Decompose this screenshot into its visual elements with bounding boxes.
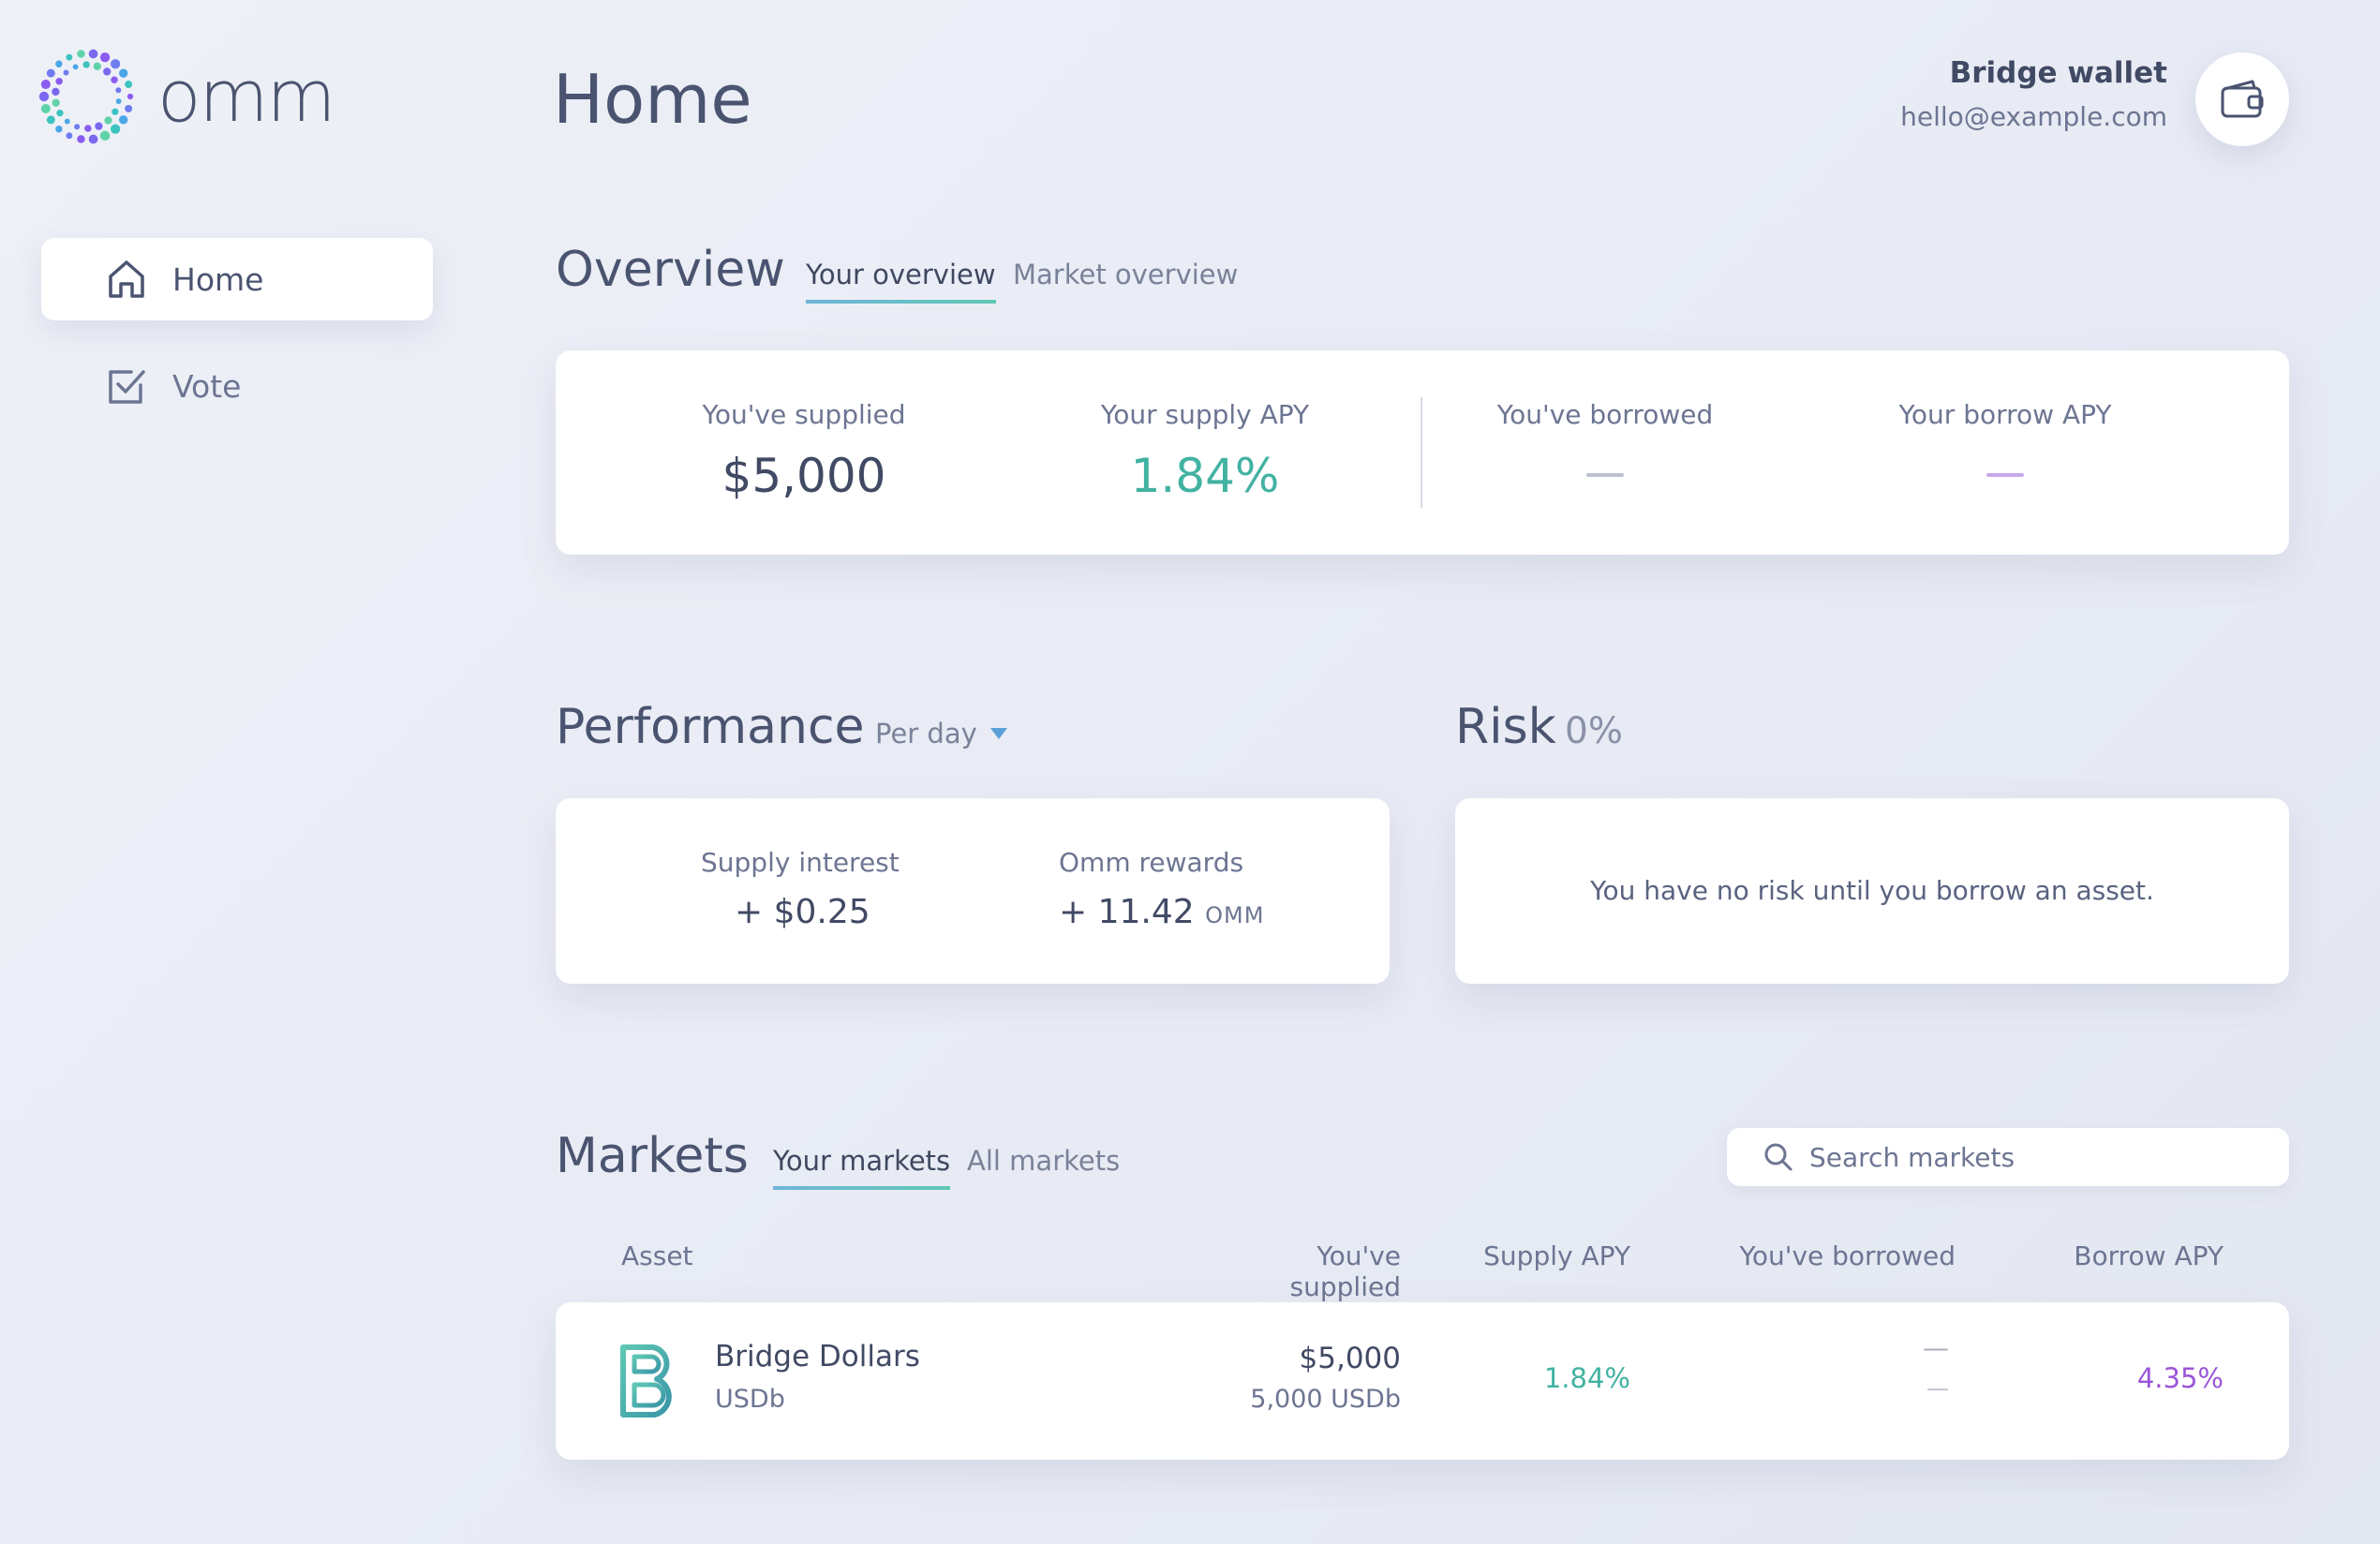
overview-card: You've supplied $5,000 Your supply APY 1… [556,350,2289,555]
borrowed-empty-dash [1586,473,1624,477]
stat-borrow-apy: Your borrow APY [1860,399,2150,481]
borrow-apy-empty-dash [1986,473,2024,477]
borrow-apy: 4.35% [2136,1362,2224,1394]
rewards-unit: OMM [1205,902,1265,928]
stat-supplied: You've supplied $5,000 [659,399,949,503]
wallet-button[interactable] [2195,52,2289,146]
omm-rewards: Omm rewards + 11.42 OMM [1059,847,1264,931]
logo[interactable]: omm [37,47,336,146]
risk-card: You have no risk until you borrow an ass… [1455,798,2289,984]
markets-title: Markets [556,1128,749,1184]
search-bar[interactable] [1727,1128,2289,1186]
supply-apy: 1.84% [1543,1362,1630,1394]
sidebar-item-home[interactable]: Home [41,238,433,320]
supplied-usd: $5,000 [1299,1342,1401,1375]
column-header-supplied[interactable]: You've supplied [1289,1240,1401,1302]
home-icon [109,260,144,298]
table-row[interactable]: Bridge Dollars USDb $5,000 5,000 USDb 1.… [556,1302,2289,1460]
supply-apy-value: 1.84% [1130,449,1280,503]
column-header-asset[interactable]: Asset [621,1240,693,1271]
usdb-token-icon [620,1344,672,1418]
tab-all-markets[interactable]: All markets [967,1145,1121,1177]
column-header-supply-apy[interactable]: Supply APY [1483,1240,1630,1271]
supplied-amount: 5,000 USDb [1250,1385,1401,1414]
period-label: Per day [875,718,977,750]
stat-label: Your supply APY [1100,399,1310,430]
wallet-info: Bridge wallet hello@example.com [1900,56,2167,132]
perf-label: Supply interest [701,847,900,878]
performance-card: Supply interest + $0.25 Omm rewards + 11… [556,798,1390,984]
perf-label: Omm rewards [1059,847,1244,878]
sidebar-item-label: Home [172,260,264,298]
search-icon [1764,1143,1792,1171]
asset-name: Bridge Dollars [715,1340,920,1373]
risk-message: You have no risk until you borrow an ass… [1590,875,2154,906]
tab-your-markets[interactable]: Your markets [773,1145,951,1190]
page-title: Home [553,60,752,139]
rewards-amount: + 11.42 [1059,893,1195,931]
sidebar-item-label: Vote [172,367,242,405]
supply-interest: Supply interest + $0.25 [701,847,900,931]
sidebar-item-vote[interactable]: Vote [41,345,433,427]
stat-supply-apy: Your supply APY 1.84% [1060,399,1350,503]
tab-your-overview[interactable]: Your overview [806,259,996,304]
column-header-borrowed[interactable]: You've borrowed [1739,1240,1956,1271]
tab-market-overview[interactable]: Market overview [1013,259,1239,290]
risk-title: Risk [1455,699,1556,755]
stat-label: Your borrow APY [1898,399,2112,430]
borrowed-usd: — [1923,1332,1949,1363]
logo-text: omm [157,54,336,138]
rewards-value: + 11.42 OMM [1059,893,1264,931]
period-dropdown[interactable]: Per day [875,718,1007,750]
omm-logo-icon [38,49,134,144]
column-header-borrow-apy[interactable]: Borrow APY [2074,1240,2224,1271]
asset-symbol: USDb [715,1385,785,1414]
risk-value: 0% [1565,710,1623,752]
caret-down-icon [989,728,1007,739]
stat-label: You've supplied [702,399,906,430]
performance-title: Performance [556,699,865,755]
stat-borrowed: You've borrowed [1460,399,1750,481]
borrowed-amount: — [1926,1375,1949,1402]
checkbox-icon [109,370,145,404]
wallet-icon [2221,80,2264,118]
supply-interest-value: + $0.25 [735,893,870,931]
supplied-value: $5,000 [721,449,886,503]
search-input[interactable] [1809,1141,2259,1173]
wallet-name: Bridge wallet [1949,56,2167,90]
overview-title: Overview [556,242,785,298]
divider [1421,397,1422,508]
wallet-email: hello@example.com [1900,101,2167,132]
stat-label: You've borrowed [1496,399,1714,430]
